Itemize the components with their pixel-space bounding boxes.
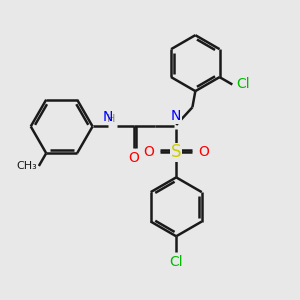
Text: Cl: Cl <box>236 77 250 92</box>
Text: H: H <box>107 114 115 124</box>
Text: O: O <box>198 146 209 159</box>
Text: O: O <box>143 146 154 159</box>
Text: N: N <box>103 110 113 124</box>
Text: O: O <box>128 151 139 165</box>
Text: Cl: Cl <box>169 254 183 268</box>
Text: CH₃: CH₃ <box>16 161 38 171</box>
Text: S: S <box>171 143 181 161</box>
Text: N: N <box>171 110 181 124</box>
